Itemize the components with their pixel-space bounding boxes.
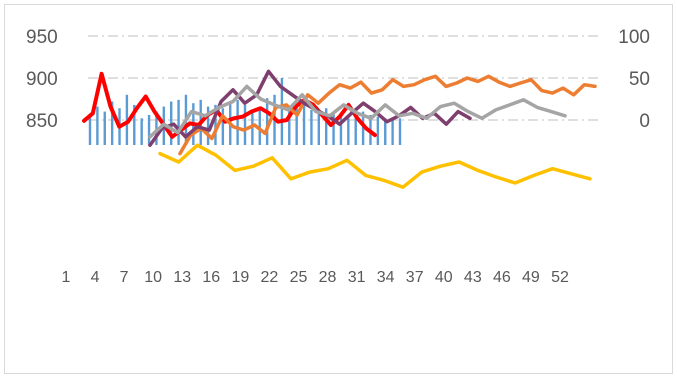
bar (317, 111, 321, 145)
bar (110, 101, 114, 145)
x-tick-label: 13 (173, 269, 191, 286)
x-tick-label: 7 (120, 269, 129, 286)
x-tick-label: 25 (290, 269, 308, 286)
right-tick-label: 0 (639, 111, 650, 132)
series-line (82, 71, 377, 139)
x-tick-label: 52 (551, 269, 569, 286)
bar (376, 116, 380, 145)
bar (398, 118, 402, 145)
x-tick-label: 28 (319, 269, 337, 286)
x-tick-label: 19 (231, 269, 249, 286)
line-series (82, 69, 597, 189)
bar (214, 104, 217, 145)
bar (88, 115, 92, 145)
bar (339, 114, 343, 145)
left-tick-label: 850 (26, 111, 58, 132)
bar (354, 113, 357, 145)
x-tick-label: 40 (435, 269, 453, 286)
x-tick-label: 37 (406, 269, 424, 286)
bar (332, 113, 335, 145)
bar (236, 99, 239, 145)
x-tick-label: 22 (261, 269, 279, 286)
bar (310, 109, 313, 145)
bar (258, 106, 261, 145)
x-tick-label: 34 (377, 269, 395, 286)
x-tick-label: 1 (62, 269, 71, 286)
bar (347, 118, 350, 145)
x-tick-label: 46 (493, 269, 511, 286)
x-tick-label: 4 (91, 269, 100, 286)
series-line (158, 143, 592, 189)
x-tick-label: 43 (464, 269, 482, 286)
left-axis-tick-labels: 950 900 850 (26, 27, 58, 132)
bar (147, 114, 151, 145)
bar (324, 108, 328, 145)
bar (295, 104, 298, 145)
right-axis-tick-labels: 100 50 0 (618, 27, 650, 132)
series-line (178, 74, 597, 156)
right-tick-label: 50 (629, 69, 650, 90)
bar (280, 78, 284, 145)
left-tick-label: 950 (26, 27, 58, 48)
chart-frame (4, 4, 673, 374)
bar (288, 106, 291, 145)
bar (243, 104, 247, 145)
bar (103, 111, 106, 145)
x-tick-label: 10 (144, 269, 162, 286)
bar (206, 106, 210, 145)
bar (177, 99, 180, 145)
bar (391, 120, 394, 145)
right-tick-label: 100 (618, 27, 650, 48)
bar (221, 108, 225, 145)
bar (302, 103, 306, 145)
x-axis-tick-labels: 1 4 7 10 13 16 19 22 25 28 31 34 37 40 43 46 49 52 (62, 269, 569, 286)
bar (361, 111, 365, 145)
x-tick-label: 31 (348, 269, 366, 286)
bar (140, 118, 143, 145)
bar (265, 98, 269, 145)
bar (251, 111, 254, 145)
x-tick-label: 49 (522, 269, 540, 286)
bar (133, 104, 136, 145)
x-tick-label: 16 (202, 269, 220, 286)
bar (155, 111, 158, 145)
series-line (148, 84, 567, 139)
left-tick-label: 900 (26, 69, 58, 90)
bar (96, 106, 99, 145)
bar (384, 118, 387, 145)
